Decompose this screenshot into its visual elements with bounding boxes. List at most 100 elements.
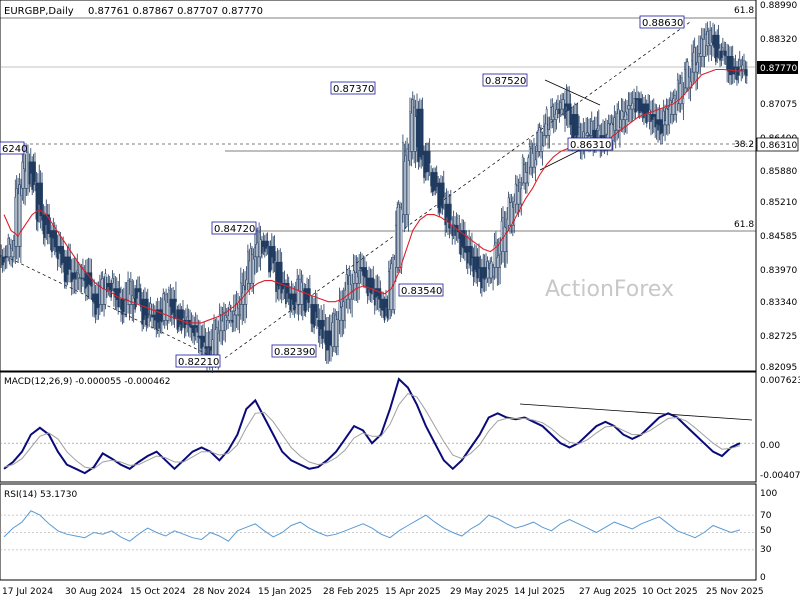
candle-body bbox=[342, 301, 345, 321]
candle-body bbox=[314, 304, 317, 312]
candle-body bbox=[547, 129, 549, 136]
candle-body bbox=[235, 303, 238, 316]
candle-body bbox=[21, 161, 24, 189]
candle-body bbox=[526, 172, 528, 184]
candle-body bbox=[602, 135, 604, 137]
candle-body bbox=[562, 99, 565, 110]
down-trendline bbox=[4, 255, 216, 359]
candle-body bbox=[135, 288, 138, 299]
candle-body bbox=[631, 102, 634, 110]
candle-body bbox=[692, 52, 695, 73]
candle-body bbox=[486, 261, 489, 279]
candle-body bbox=[266, 240, 269, 247]
x-tick-label: 17 Jul 2024 bbox=[2, 587, 53, 597]
candle-body bbox=[734, 66, 737, 69]
candle-body bbox=[316, 304, 318, 318]
candle-body bbox=[101, 278, 104, 305]
candle-body bbox=[706, 31, 709, 46]
candle-body bbox=[242, 285, 245, 305]
candle-body bbox=[93, 293, 96, 304]
candle-body bbox=[80, 277, 83, 280]
candle-body bbox=[531, 153, 534, 168]
candle-body bbox=[44, 214, 46, 239]
candle-body bbox=[427, 151, 430, 173]
candle-body bbox=[204, 346, 207, 349]
candle-body bbox=[506, 218, 509, 252]
candle-body bbox=[420, 108, 423, 160]
candle-body bbox=[664, 120, 666, 126]
candle-body bbox=[344, 289, 346, 321]
candle-body bbox=[679, 83, 682, 105]
price-callout-box bbox=[211, 221, 257, 235]
candle-body bbox=[231, 319, 234, 323]
candle-body bbox=[258, 232, 260, 258]
rsi-y-tick-2: 50 bbox=[760, 526, 772, 536]
candle-body bbox=[476, 256, 479, 279]
candle-body bbox=[468, 246, 470, 253]
price-callout-label: 0.83540 bbox=[401, 286, 442, 297]
candle-body bbox=[509, 202, 511, 226]
current-price-label: 0.87770 bbox=[760, 64, 797, 74]
x-tick-label: 10 Oct 2025 bbox=[642, 587, 698, 597]
candle-body bbox=[31, 161, 34, 190]
candle-body bbox=[700, 38, 703, 57]
fib-label-2: 61.8 bbox=[734, 220, 754, 230]
candle-body bbox=[423, 151, 425, 178]
candle-body bbox=[165, 293, 167, 321]
candle-body bbox=[479, 267, 482, 283]
candle-body bbox=[647, 103, 649, 113]
candle-body bbox=[296, 278, 299, 305]
candle-body bbox=[373, 288, 376, 306]
x-tick-label: 14 Jul 2025 bbox=[514, 587, 565, 597]
candle-body bbox=[499, 253, 501, 268]
candle-body bbox=[490, 261, 493, 279]
candle-body bbox=[10, 247, 12, 258]
rsi-y-tick-3: 30 bbox=[760, 545, 772, 555]
candle-body bbox=[596, 128, 599, 131]
candle-body bbox=[15, 188, 18, 247]
candle-body bbox=[3, 256, 5, 263]
candle-body bbox=[417, 108, 420, 162]
candle-body bbox=[699, 53, 702, 57]
candle-body bbox=[557, 103, 559, 110]
candle-body bbox=[297, 290, 300, 305]
candle-body bbox=[447, 203, 449, 222]
ohlc-label: 0.87761 0.87867 0.87707 0.87770 bbox=[88, 6, 263, 17]
candle-body bbox=[528, 146, 531, 168]
candle-body bbox=[719, 50, 721, 61]
x-tick-label: 28 Feb 2025 bbox=[323, 587, 379, 597]
candle-body bbox=[404, 155, 407, 215]
price-callout-box bbox=[0, 141, 25, 155]
candle-body bbox=[626, 114, 628, 120]
candle-body bbox=[59, 246, 62, 254]
candle-body bbox=[488, 268, 490, 279]
price-callout-label: 0.87520 bbox=[485, 76, 526, 87]
candle-body bbox=[552, 116, 555, 120]
candle-body bbox=[551, 106, 554, 120]
candle-body bbox=[380, 298, 383, 311]
candle-body bbox=[731, 56, 734, 74]
candle-body bbox=[100, 279, 103, 305]
candle-body bbox=[627, 105, 630, 110]
candle-body bbox=[58, 246, 60, 252]
candle-body bbox=[1, 256, 4, 266]
candle-body bbox=[265, 240, 268, 249]
candle-body bbox=[130, 281, 132, 305]
candle-body bbox=[70, 272, 73, 282]
candle-body bbox=[574, 114, 576, 136]
candle-body bbox=[17, 193, 19, 247]
watermark: ActionForex bbox=[545, 277, 674, 302]
candle-body bbox=[107, 283, 110, 287]
candle-body bbox=[163, 299, 166, 321]
candle-body bbox=[234, 310, 237, 316]
candle-body bbox=[244, 289, 246, 305]
candle-body bbox=[434, 172, 437, 191]
candle-body bbox=[179, 309, 182, 325]
candle-body bbox=[289, 293, 292, 311]
candle-body bbox=[311, 304, 314, 325]
candle-body bbox=[259, 239, 262, 258]
candle-body bbox=[170, 298, 173, 315]
macd-y-tick-2: -0.004073 bbox=[760, 471, 800, 481]
candle-body bbox=[27, 151, 29, 189]
candle-body bbox=[478, 256, 480, 269]
